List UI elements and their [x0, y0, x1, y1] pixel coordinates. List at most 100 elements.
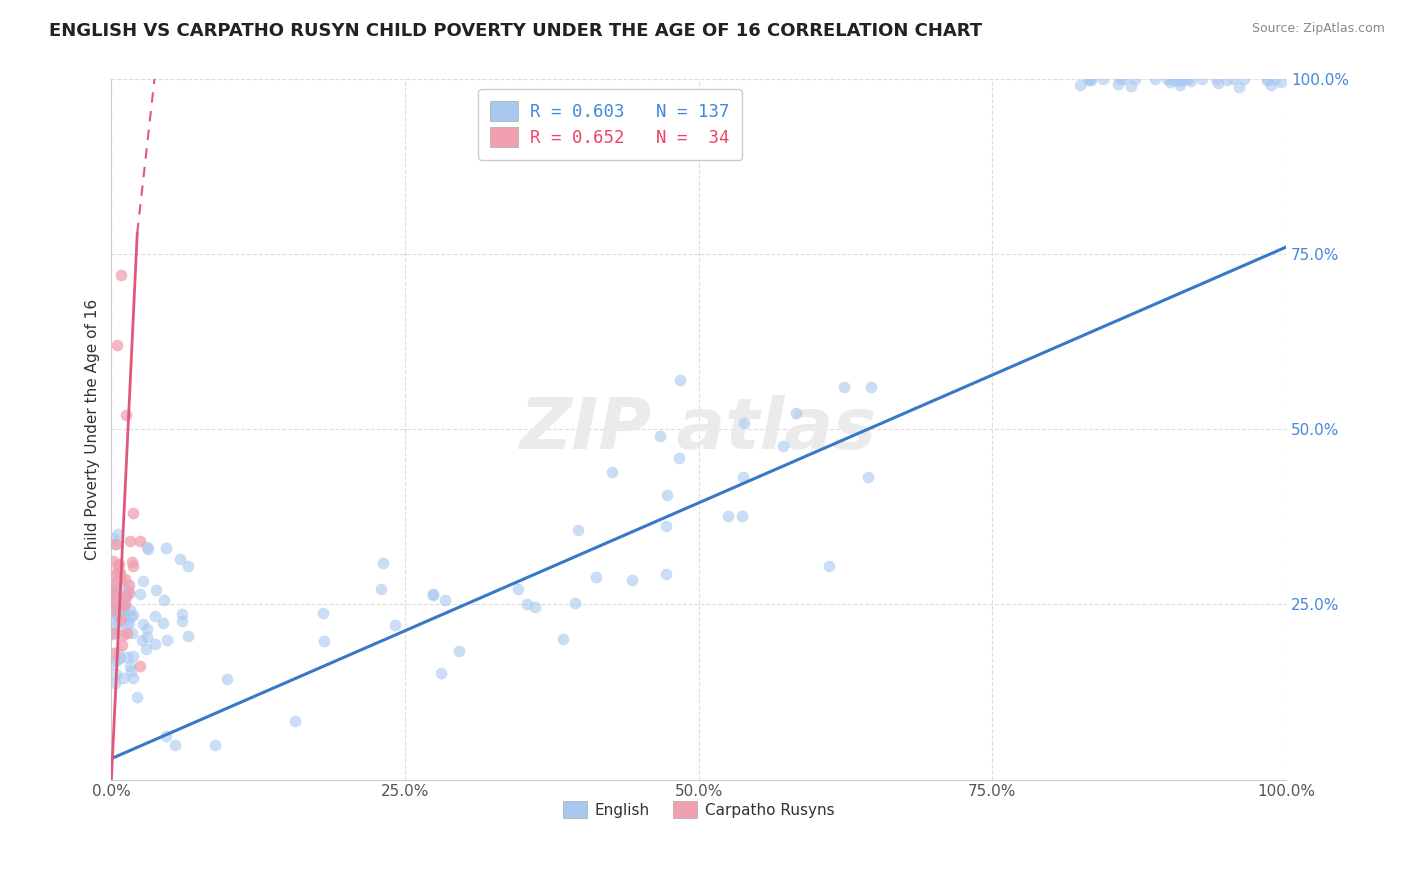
Point [103, 569, 125, 583]
Point [654, 567, 676, 582]
Point [785, 406, 807, 420]
Point [131, 574, 153, 589]
Point [1144, 72, 1167, 87]
Point [107, 599, 129, 613]
Point [121, 555, 143, 569]
Point [103, 588, 125, 602]
Point [121, 671, 143, 685]
Point [107, 644, 129, 658]
Point [730, 508, 752, 523]
Point [132, 617, 155, 632]
Point [669, 373, 692, 387]
Point [1177, 72, 1199, 87]
Point [114, 589, 136, 603]
Point [111, 639, 134, 653]
Point [121, 607, 143, 622]
Point [115, 649, 138, 664]
Point [101, 596, 124, 610]
Point [169, 551, 191, 566]
Point [143, 637, 166, 651]
Point [312, 634, 335, 648]
Point [107, 607, 129, 622]
Point [717, 509, 740, 524]
Point [1229, 80, 1251, 95]
Point [112, 603, 135, 617]
Point [1216, 73, 1239, 87]
Point [733, 416, 755, 430]
Point [105, 338, 128, 352]
Point [114, 572, 136, 586]
Point [118, 615, 141, 630]
Point [101, 626, 124, 640]
Point [422, 588, 444, 602]
Point [103, 554, 125, 568]
Point [115, 615, 138, 630]
Point [108, 566, 131, 581]
Point [121, 625, 143, 640]
Point [422, 587, 444, 601]
Point [101, 611, 124, 625]
Point [112, 627, 135, 641]
Point [1125, 72, 1147, 87]
Point [135, 630, 157, 644]
Point [117, 586, 139, 600]
Point [122, 648, 145, 663]
Point [1080, 73, 1102, 87]
Point [1168, 74, 1191, 88]
Point [110, 612, 132, 626]
Point [136, 541, 159, 556]
Point [101, 594, 124, 608]
Point [108, 557, 131, 571]
Point [105, 667, 128, 681]
Point [145, 583, 167, 598]
Point [114, 598, 136, 612]
Point [104, 536, 127, 550]
Point [128, 587, 150, 601]
Point [103, 602, 125, 616]
Point [1256, 72, 1278, 87]
Point [1256, 72, 1278, 87]
Point [564, 596, 586, 610]
Point [153, 593, 176, 607]
Point [128, 659, 150, 673]
Point [128, 534, 150, 549]
Point [1121, 79, 1143, 94]
Point [1069, 78, 1091, 93]
Point [1191, 72, 1213, 87]
Point [429, 666, 451, 681]
Point [131, 633, 153, 648]
Point [772, 439, 794, 453]
Point [832, 380, 855, 394]
Point [104, 580, 127, 594]
Point [103, 657, 125, 671]
Y-axis label: Child Poverty Under the Age of 16: Child Poverty Under the Age of 16 [86, 299, 100, 560]
Point [121, 507, 143, 521]
Point [856, 470, 879, 484]
Point [155, 541, 177, 556]
Point [104, 599, 127, 614]
Point [1091, 72, 1114, 87]
Point [204, 738, 226, 752]
Point [655, 487, 678, 501]
Point [104, 675, 127, 690]
Point [1174, 72, 1197, 87]
Point [114, 591, 136, 605]
Point [1107, 77, 1129, 91]
Point [107, 558, 129, 572]
Point [508, 582, 530, 596]
Point [103, 583, 125, 598]
Point [567, 524, 589, 538]
Point [111, 671, 134, 685]
Point [1222, 72, 1244, 87]
Point [516, 597, 538, 611]
Point [120, 608, 142, 623]
Point [1270, 74, 1292, 88]
Point [731, 470, 754, 484]
Point [668, 450, 690, 465]
Point [101, 531, 124, 545]
Point [384, 618, 406, 632]
Point [114, 598, 136, 612]
Point [524, 600, 547, 615]
Point [1233, 72, 1256, 87]
Point [108, 651, 131, 665]
